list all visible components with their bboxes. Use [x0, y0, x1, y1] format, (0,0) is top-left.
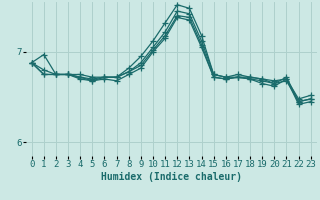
X-axis label: Humidex (Indice chaleur): Humidex (Indice chaleur)	[101, 172, 242, 182]
